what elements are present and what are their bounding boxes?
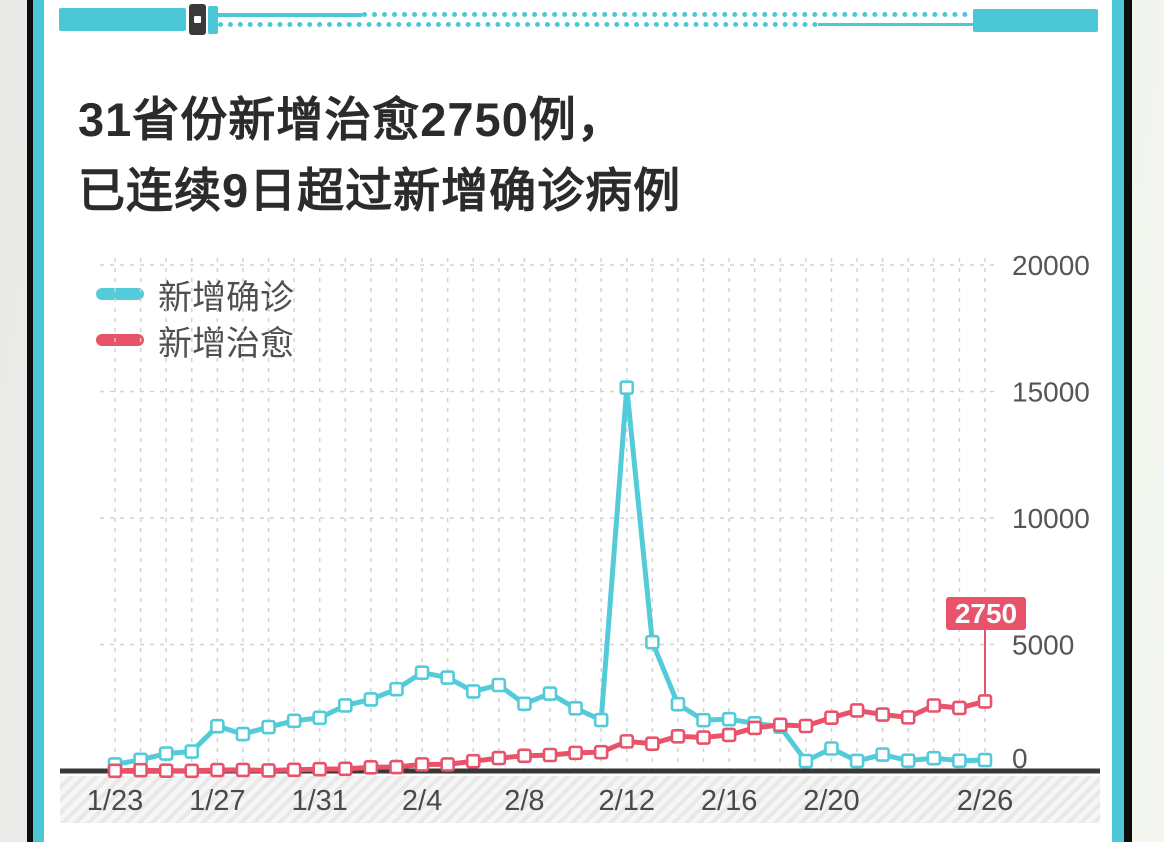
stethoscope-band-decoration xyxy=(59,4,1099,38)
x-axis-band xyxy=(60,776,1100,823)
series-markers-1 xyxy=(107,694,993,779)
deco-top-dotted-line xyxy=(362,12,968,17)
annotation-2750: 2750 xyxy=(946,597,1026,695)
svg-text:2/4: 2/4 xyxy=(402,785,442,817)
chart-title-line2: 已连续9日超过新增确诊病例 xyxy=(78,164,682,217)
svg-text:15000: 15000 xyxy=(1012,377,1090,408)
deco-small-block-icon xyxy=(208,6,218,34)
chart-title-line1: 31省份新增治愈2750例， xyxy=(78,93,625,146)
y-axis-labels: 0 5000 10000 15000 20000 xyxy=(1012,250,1090,774)
svg-text:2/20: 2/20 xyxy=(803,785,859,817)
deco-top-line xyxy=(218,13,362,17)
daily-cases-line-chart: 0 5000 10000 15000 20000 1/23 1/27 1/31 2/4 2/8 2/… xyxy=(60,250,1100,823)
svg-text:2/12: 2/12 xyxy=(599,785,655,817)
deco-left-block-icon xyxy=(59,8,186,31)
legend-item-cured: 新增治愈 xyxy=(96,317,294,363)
legend-item-confirmed: 新增确诊 xyxy=(96,271,294,317)
svg-text:2/16: 2/16 xyxy=(701,785,757,817)
svg-text:2/8: 2/8 xyxy=(504,785,544,817)
legend-swatch-cured-icon xyxy=(96,334,144,346)
deco-bottom-dotted-line xyxy=(218,22,818,27)
legend-swatch-confirmed-icon xyxy=(96,288,144,300)
legend-label-confirmed: 新增确诊 xyxy=(158,278,294,317)
chart-legend: 新增确诊 新增治愈 xyxy=(96,271,294,363)
svg-text:1/23: 1/23 xyxy=(87,785,143,817)
infographic-card: 31省份新增治愈2750例， 已连续9日超过新增确诊病例 新增确诊 新增治愈 0… xyxy=(27,0,1132,842)
svg-text:2/26: 2/26 xyxy=(957,785,1013,817)
x-axis-labels: 1/23 1/27 1/31 2/4 2/8 2/12 2/16 2/20 2/26 xyxy=(87,785,1013,817)
svg-text:20000: 20000 xyxy=(1012,250,1090,281)
svg-text:1/31: 1/31 xyxy=(291,785,347,817)
deco-bottom-line xyxy=(818,23,973,26)
svg-text:2750: 2750 xyxy=(955,598,1017,629)
deco-right-block-icon xyxy=(973,9,1098,32)
chart-title: 31省份新增治愈2750例， 已连续9日超过新增确诊病例 xyxy=(78,84,681,226)
svg-text:1/27: 1/27 xyxy=(189,785,245,817)
deco-clip-icon xyxy=(189,4,206,35)
svg-text:10000: 10000 xyxy=(1012,503,1090,534)
legend-label-cured: 新增治愈 xyxy=(158,324,294,363)
svg-text:5000: 5000 xyxy=(1012,630,1074,661)
card-inner: 31省份新增治愈2750例， 已连续9日超过新增确诊病例 新增确诊 新增治愈 0… xyxy=(33,0,1124,842)
gridlines xyxy=(100,258,1000,771)
svg-text:0: 0 xyxy=(1012,743,1028,774)
